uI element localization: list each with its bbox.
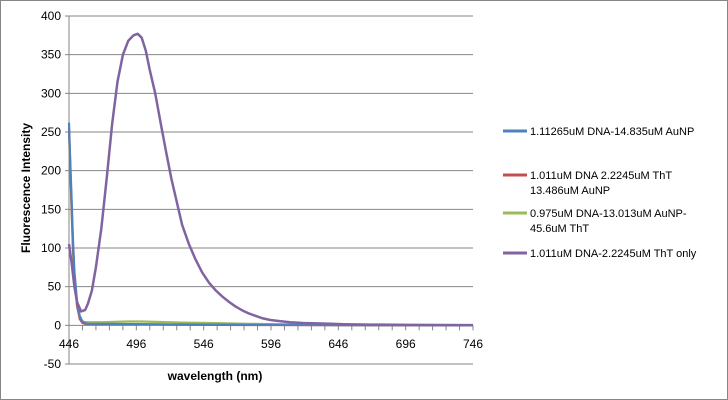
y-axis-title: Fluorescence Intensity <box>19 123 33 253</box>
legend-label-3: 45.6uM ThT <box>530 223 589 235</box>
grid-lines <box>69 15 473 365</box>
series-line-3 <box>67 131 473 327</box>
legend-label-1: 1.11265uM DNA-14.835uM AuNP <box>530 126 694 138</box>
y-tick-label: -50 <box>44 357 62 371</box>
axes <box>65 15 474 365</box>
x-tick-label: 696 <box>396 337 416 351</box>
legend-label-2: 13.486uM AuNP <box>530 185 610 197</box>
y-tick-label: 400 <box>41 9 61 23</box>
x-tick-label: 446 <box>59 337 79 351</box>
legend-label-4: 1.011uM DNA-2.2245uM ThT only <box>530 248 697 260</box>
y-tick-label: 250 <box>41 125 61 139</box>
y-tick-label: 50 <box>48 280 62 294</box>
y-tick-label: 100 <box>41 241 61 255</box>
x-tick-label: 596 <box>261 337 281 351</box>
tick-labels: -50 0 50 100 150 200 250 300 350 400 446 496 546 596 6… <box>41 9 483 371</box>
legend-label-3: 0.975uM DNA-13.013uM AuNP- <box>530 208 687 220</box>
series-line-2 <box>67 128 473 327</box>
legend: 1.11265uM DNA-14.835uM AuNP 1.011uM DNA 2… <box>503 126 697 260</box>
y-tick-label: 200 <box>41 164 61 178</box>
y-tick-label: 350 <box>41 48 61 62</box>
x-tick-label: 546 <box>194 337 214 351</box>
series-layer <box>67 32 474 327</box>
y-tick-label: 300 <box>41 86 61 100</box>
x-tick-label: 646 <box>328 337 348 351</box>
x-tick-label: 746 <box>463 337 483 351</box>
y-tick-label: 0 <box>54 318 61 332</box>
legend-label-2: 1.011uM DNA 2.2245uM ThT <box>530 170 672 182</box>
y-tick-label: 150 <box>41 202 61 216</box>
series-line-4 <box>67 32 474 327</box>
series-line-1 <box>67 122 474 327</box>
x-tick-label: 496 <box>126 337 146 351</box>
x-axis-title: wavelength (nm) <box>167 369 263 383</box>
